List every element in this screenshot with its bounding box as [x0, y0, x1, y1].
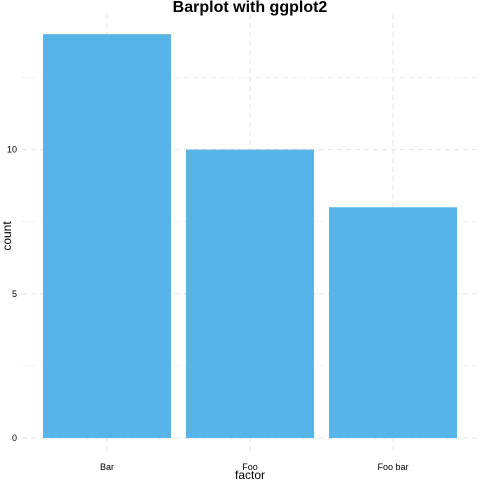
x-tick-label: Bar — [100, 462, 114, 472]
x-tick-labels: Bar Foo Foo bar — [100, 462, 409, 472]
x-axis-label: factor — [235, 468, 265, 480]
y-axis-label: count — [0, 221, 14, 251]
y-tick-labels: 0 5 10 — [7, 145, 17, 443]
x-tick-label: Foo — [242, 462, 258, 472]
bar-foo — [186, 149, 314, 438]
y-tick-label: 10 — [7, 145, 17, 155]
y-tick-label: 0 — [12, 433, 17, 443]
x-tick-label: Foo bar — [377, 462, 408, 472]
bars — [43, 34, 457, 438]
bar-bar — [43, 34, 171, 438]
y-tick-label: 5 — [12, 289, 17, 299]
bar-foo-bar — [329, 207, 457, 438]
chart-title: Barplot with ggplot2 — [173, 0, 328, 16]
